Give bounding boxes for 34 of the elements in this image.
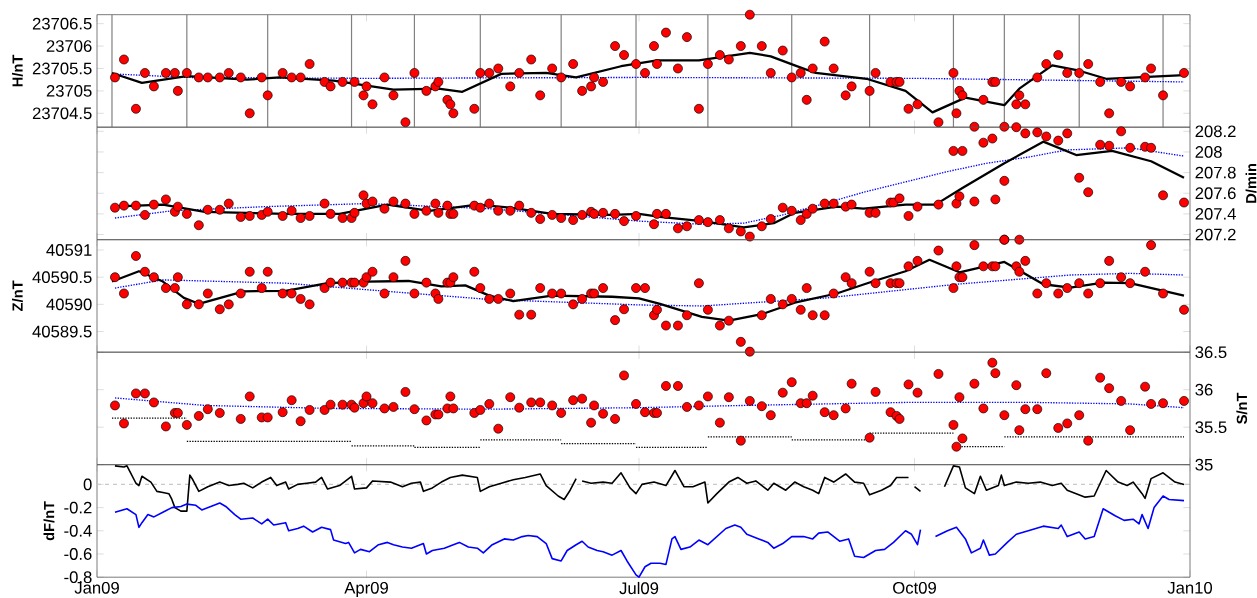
y-tick-label: -0.8 [64, 571, 92, 584]
y-tick-label: 40590 [46, 298, 92, 311]
y-tick-label: 36.5 [1195, 346, 1227, 359]
y-tick-label: 35 [1195, 458, 1213, 471]
y-axis-title: dF/nT [43, 501, 55, 541]
y-axis-title: Z/nT [11, 280, 23, 311]
y-tick-label: -0.4 [64, 524, 92, 537]
y-tick-label: 23705.5 [32, 62, 92, 75]
x-tick-label: Apr09 [344, 581, 388, 597]
y-axis-title: D/min [1245, 163, 1257, 203]
y-tick-label: 23706 [46, 40, 92, 52]
y-tick-label: 207.2 [1195, 228, 1236, 241]
y-tick-label: -0.6 [64, 548, 92, 560]
y-tick-label: 208 [1195, 146, 1222, 158]
x-tick-label: Jan09 [74, 581, 119, 594]
y-tick-label: 40591 [46, 244, 92, 256]
y-axis-title: H/nT [11, 54, 23, 87]
y-tick-label: 35.5 [1195, 421, 1227, 434]
y-tick-label: 23705 [46, 85, 92, 97]
y-tick-label: -0.2 [64, 501, 92, 514]
y-tick-label: 208.2 [1195, 125, 1236, 138]
y-tick-label: 23704.5 [32, 107, 92, 120]
y-tick-label: 23706.5 [32, 17, 92, 30]
y-tick-label: 40590.5 [32, 271, 92, 284]
y-tick-label: 0 [83, 478, 92, 491]
y-axis-title: S/nT [1236, 392, 1248, 424]
y-tick-label: 207.6 [1195, 187, 1236, 200]
y-tick-label: 207.8 [1195, 166, 1236, 179]
x-tick-label: Oct09 [893, 581, 936, 594]
y-tick-label: 36 [1195, 383, 1213, 396]
y-tick-label: 40589.5 [32, 325, 92, 338]
y-tick-label: 207.4 [1195, 207, 1236, 220]
x-tick-label: Jan10 [1167, 581, 1213, 594]
x-tick-label: Jul09 [619, 581, 659, 595]
